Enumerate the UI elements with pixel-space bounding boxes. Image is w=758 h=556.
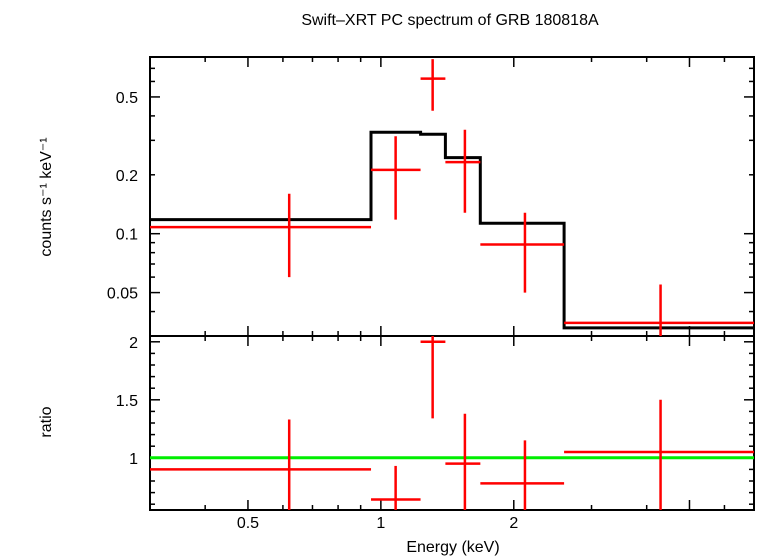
bottom-y-tick-label: 1 xyxy=(129,451,138,468)
panel-frame xyxy=(149,56,755,337)
bottom-y-tick-label: 2 xyxy=(129,335,138,352)
x-axis-label: Energy (keV) xyxy=(406,539,499,556)
top-y-tick-label: 0.2 xyxy=(116,168,138,185)
top-y-axis-label: counts s⁻¹ keV⁻¹ xyxy=(38,137,55,256)
top-y-tick-label: 0.05 xyxy=(107,286,138,303)
chart-title: Swift–XRT PC spectrum of GRB 180818A xyxy=(301,12,599,29)
x-tick-label: 2 xyxy=(509,515,518,532)
bottom-y-tick-label: 1.5 xyxy=(116,393,138,410)
spectrum-panel-data xyxy=(150,59,754,336)
top-y-tick-label: 0.1 xyxy=(116,227,138,244)
x-tick-label: 1 xyxy=(376,515,385,532)
model-step-line xyxy=(150,130,754,330)
panel-frame xyxy=(149,335,755,511)
x-tick-label: 0.5 xyxy=(237,515,259,532)
bottom-y-axis-label: ratio xyxy=(38,406,55,437)
top-y-tick-label: 0.5 xyxy=(116,90,138,107)
ratio-panel-data xyxy=(150,336,754,510)
